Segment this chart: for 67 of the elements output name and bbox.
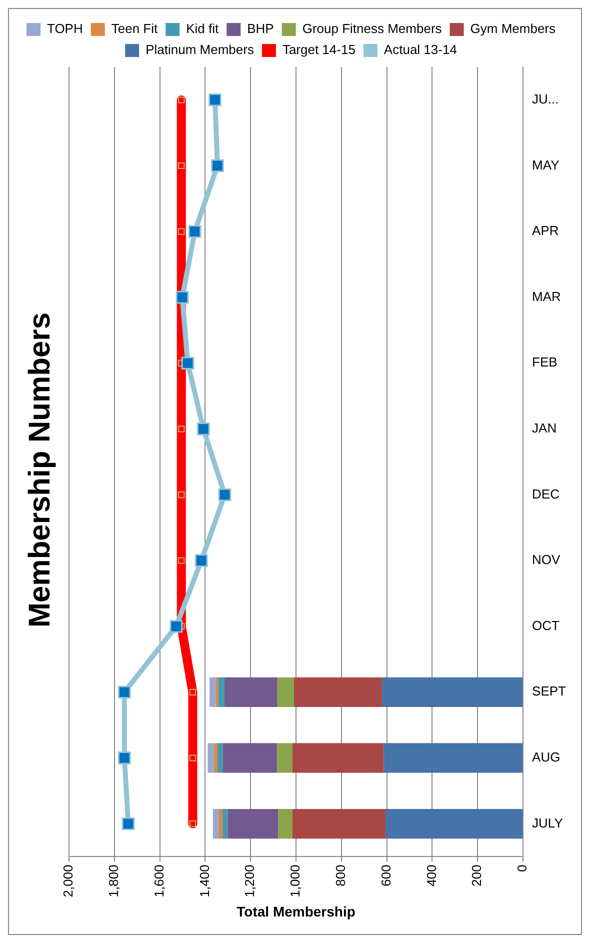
y-tick-label: AUG xyxy=(532,750,560,765)
y-tick-label: MAR xyxy=(532,288,561,304)
x-tick-label: 2,000 xyxy=(60,864,76,898)
point xyxy=(176,290,189,304)
y-tick-label: OCT xyxy=(532,618,560,633)
bar xyxy=(214,743,218,773)
x-tick-label: 1,000 xyxy=(288,864,303,898)
point xyxy=(170,620,183,633)
legend-label: Actual 13-14 xyxy=(384,42,457,58)
x-tick-label: 1,600 xyxy=(151,864,166,898)
point xyxy=(181,356,194,370)
bar xyxy=(217,743,223,773)
point xyxy=(188,225,202,238)
legend-label: Platinum Members xyxy=(146,42,254,58)
text: Membership Numbers xyxy=(23,312,56,628)
bar xyxy=(222,743,277,773)
point xyxy=(208,93,222,106)
point xyxy=(196,422,210,436)
x-tick-label: 1,800 xyxy=(106,864,121,898)
legend-label: Group Fitness Members xyxy=(302,21,442,36)
bar xyxy=(292,743,384,773)
y-tick-label: JAN xyxy=(532,420,557,436)
legend-label: BHP xyxy=(247,21,274,36)
y-tick-label: MAY xyxy=(532,157,560,172)
bar xyxy=(212,808,219,839)
bar xyxy=(224,677,278,707)
x-tick-label: 0 xyxy=(514,864,530,872)
x-tick-label: 800 xyxy=(333,864,348,886)
bar xyxy=(216,677,218,707)
bar xyxy=(222,808,228,839)
bar xyxy=(208,743,214,773)
point xyxy=(118,752,131,764)
y-tick-label: JU... xyxy=(532,91,559,106)
y-tick-label: APR xyxy=(532,223,559,238)
legend-label: Kid fit xyxy=(186,21,220,36)
y-tick-label: FEB xyxy=(532,354,558,370)
bar xyxy=(218,677,225,707)
x-tick-label: 1,200 xyxy=(242,864,258,898)
legend-label: Target 14-15 xyxy=(282,42,356,58)
x-tick-label: 1,400 xyxy=(196,864,212,898)
bar xyxy=(218,808,222,839)
legend-label: TOPH xyxy=(46,21,83,36)
point xyxy=(194,554,208,567)
point xyxy=(211,159,224,172)
bar xyxy=(382,677,523,707)
x-axis-title: Total Membership xyxy=(236,903,356,920)
y-tick-label: DEC xyxy=(532,486,560,502)
x-tick-label: 200 xyxy=(469,864,484,886)
point xyxy=(118,686,131,699)
bar xyxy=(276,743,292,773)
bar xyxy=(292,808,386,839)
legend-label: Teen Fit xyxy=(111,21,158,36)
point xyxy=(218,488,232,502)
bar xyxy=(294,677,382,707)
x-tick-label: 400 xyxy=(424,864,439,886)
bar xyxy=(384,743,523,773)
legend-label: Gym Members xyxy=(470,21,556,36)
bar xyxy=(277,677,294,707)
bar xyxy=(278,808,292,839)
x-tick-label: 600 xyxy=(378,864,394,886)
y-tick-label: JULY xyxy=(532,815,564,830)
bar xyxy=(228,808,278,839)
y-tick-label: NOV xyxy=(532,552,561,568)
point xyxy=(122,817,135,830)
bar xyxy=(210,677,216,707)
bar xyxy=(385,808,523,839)
y-tick-label: SEPT xyxy=(532,684,566,699)
